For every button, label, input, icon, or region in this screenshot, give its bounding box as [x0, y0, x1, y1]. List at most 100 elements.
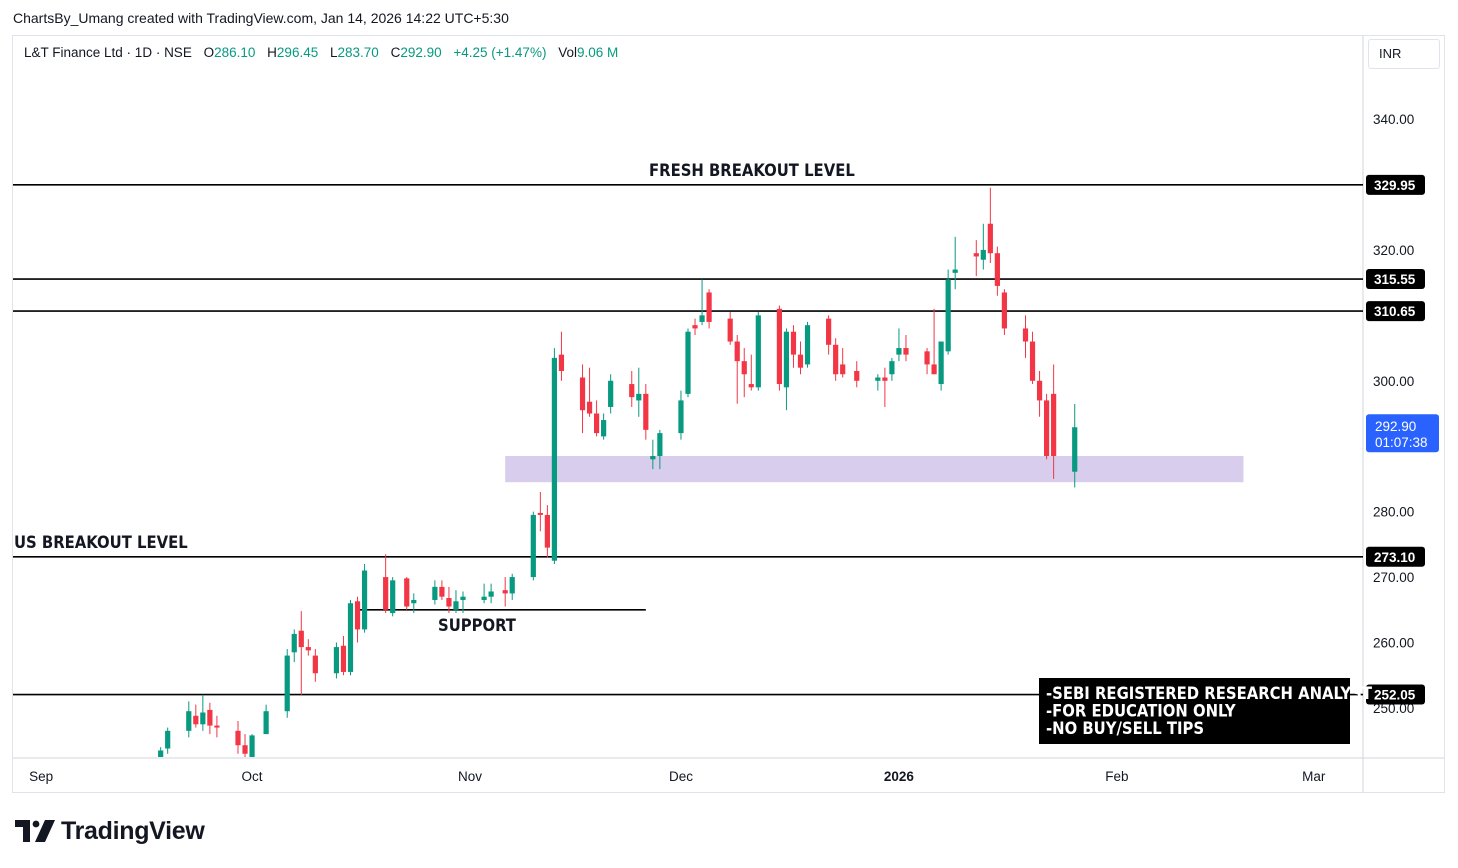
chart-frame [12, 35, 1445, 793]
candle[interactable] [488, 583, 494, 604]
candle[interactable] [411, 593, 417, 614]
candle[interactable] [903, 334, 909, 362]
candle-body [1001, 292, 1008, 329]
candle[interactable] [706, 289, 712, 329]
candle[interactable] [755, 312, 761, 391]
candle[interactable] [938, 341, 944, 391]
candle[interactable] [727, 312, 733, 345]
candle[interactable] [1022, 315, 1029, 358]
candle[interactable] [678, 390, 684, 440]
candle[interactable] [783, 328, 790, 411]
candle[interactable] [882, 367, 888, 407]
candle[interactable] [390, 577, 396, 617]
candle[interactable] [404, 577, 410, 610]
candle[interactable] [186, 701, 192, 738]
candle[interactable] [242, 734, 248, 760]
candle[interactable] [1036, 370, 1043, 417]
candle-body [987, 223, 993, 254]
candle[interactable] [650, 439, 656, 470]
candle[interactable] [945, 269, 951, 355]
candle[interactable] [481, 583, 487, 604]
candle[interactable] [593, 400, 600, 437]
symbol-name[interactable]: L&T Finance Ltd · 1D · NSE [24, 45, 192, 60]
candle[interactable] [854, 361, 860, 388]
candle[interactable] [1029, 331, 1036, 385]
candle-body [361, 570, 368, 630]
candle[interactable] [263, 704, 269, 735]
candle[interactable] [509, 573, 515, 600]
candle[interactable] [987, 187, 993, 264]
candle[interactable] [193, 704, 199, 728]
candle[interactable] [361, 563, 368, 633]
candle[interactable] [790, 325, 797, 368]
candle[interactable] [579, 364, 586, 434]
candle[interactable] [530, 511, 536, 581]
tradingview-brand[interactable]: TradingView [15, 815, 205, 847]
last-price-tag[interactable] [1366, 414, 1439, 453]
candle[interactable] [383, 554, 389, 614]
candle[interactable] [340, 635, 347, 676]
candle[interactable] [657, 429, 663, 470]
candle[interactable] [741, 348, 747, 398]
candle[interactable] [797, 341, 804, 375]
candle[interactable] [453, 590, 459, 614]
candle[interactable] [347, 599, 354, 676]
candle[interactable] [439, 580, 445, 600]
candle[interactable] [298, 611, 304, 695]
candle-body [432, 586, 438, 600]
candle[interactable] [1072, 404, 1078, 488]
candle[interactable] [1001, 289, 1008, 335]
candle[interactable] [158, 747, 164, 767]
candle[interactable] [1043, 393, 1050, 460]
candle[interactable] [305, 639, 311, 656]
candle[interactable] [333, 642, 340, 679]
candle[interactable] [200, 694, 206, 731]
candle[interactable] [896, 328, 902, 362]
candle[interactable] [734, 334, 740, 404]
candle[interactable] [284, 649, 290, 718]
candle[interactable] [833, 338, 839, 381]
candle[interactable] [608, 374, 614, 414]
candle-body [439, 586, 445, 597]
candle[interactable] [312, 649, 318, 682]
candle[interactable] [1051, 364, 1057, 479]
candle[interactable] [629, 370, 635, 407]
candle[interactable] [931, 308, 937, 375]
candle[interactable] [685, 328, 691, 398]
candle[interactable] [558, 331, 565, 381]
candle[interactable] [840, 348, 846, 378]
candle[interactable] [214, 715, 220, 738]
candle[interactable] [460, 591, 466, 614]
candle[interactable] [235, 721, 241, 754]
candle[interactable] [643, 384, 649, 440]
candle[interactable] [446, 586, 452, 614]
candle[interactable] [973, 240, 979, 277]
candle[interactable] [636, 367, 642, 417]
candle[interactable] [207, 702, 213, 735]
candle[interactable] [924, 348, 930, 375]
candle[interactable] [291, 629, 297, 663]
candle[interactable] [537, 492, 543, 532]
candle[interactable] [502, 577, 508, 607]
candle[interactable] [354, 596, 361, 643]
candle[interactable] [249, 734, 255, 768]
currency-selector[interactable]: INR [1368, 39, 1440, 69]
candle[interactable] [952, 236, 958, 290]
candle[interactable] [551, 348, 558, 564]
candle[interactable] [804, 321, 811, 368]
candle[interactable] [980, 223, 986, 270]
candle[interactable] [432, 580, 438, 605]
candle[interactable] [601, 413, 607, 440]
candle[interactable] [889, 357, 895, 381]
candle[interactable] [692, 318, 698, 335]
candle[interactable] [994, 246, 1000, 296]
candle[interactable] [586, 367, 593, 417]
candle[interactable] [544, 505, 550, 558]
candle[interactable] [748, 354, 754, 391]
candle[interactable] [699, 279, 705, 326]
candle[interactable] [776, 305, 783, 391]
candle[interactable] [875, 374, 881, 391]
candle[interactable] [826, 315, 832, 355]
candle[interactable] [165, 727, 171, 754]
